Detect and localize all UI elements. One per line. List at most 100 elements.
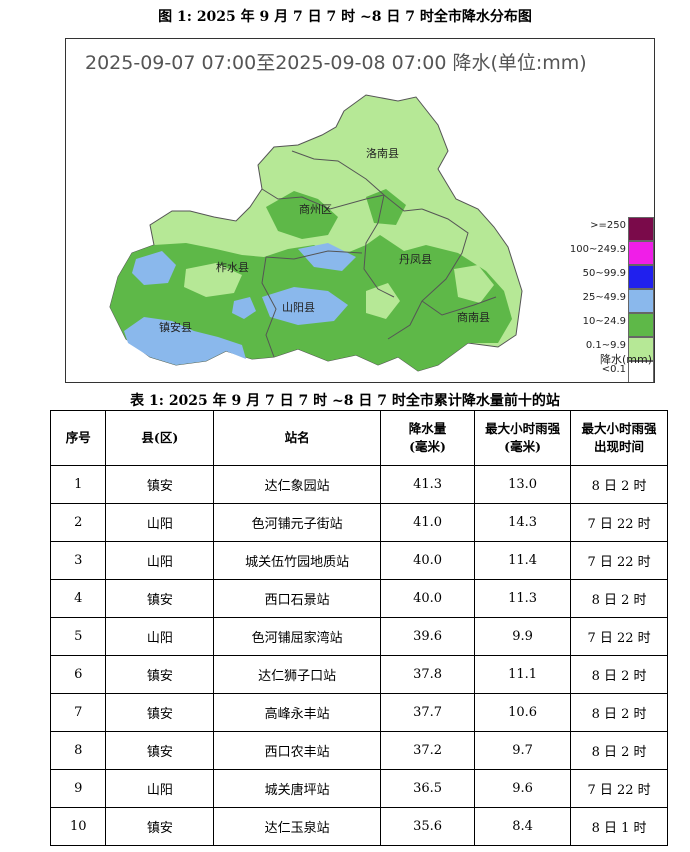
cell-precip: 35.6: [380, 807, 476, 846]
county-boundary: [261, 188, 423, 212]
cell-station: 西口石景站: [213, 579, 382, 618]
county-boundary: [387, 208, 469, 340]
cell-max-hourly: 13.0: [474, 465, 572, 504]
col-header-rank: 序号: [49, 410, 107, 466]
cell-precip: 37.8: [380, 655, 476, 694]
legend-swatch: [628, 265, 654, 289]
rain-zone-0-10: [184, 263, 242, 297]
rain-zone-0-10: [454, 265, 494, 303]
legend-item: 100~249.9: [564, 241, 654, 265]
county-boundary: [291, 150, 385, 196]
table-row: 1 镇安 达仁象园站 41.3 13.0 8 日 2 时: [49, 465, 668, 504]
precipitation-map: 2025-09-07 07:00至2025-09-08 07:00 降水(单位:…: [65, 38, 655, 383]
legend-label: <0.1: [601, 364, 626, 375]
cell-county: 山阳: [105, 769, 215, 808]
rain-zone-0-10: [366, 283, 400, 319]
legend-swatch: [628, 337, 654, 361]
county-label-shanyang: 山阳县: [282, 301, 315, 314]
table-row: 8 镇安 西口农丰站 37.2 9.7 8 日 2 时: [49, 731, 668, 770]
cell-station: 达仁狮子口站: [213, 655, 382, 694]
cell-station: 西口农丰站: [213, 731, 382, 770]
cell-max-hourly: 9.6: [474, 769, 572, 808]
figure-title: 图 1: 2025 年 9 月 7 日 7 时 ~8 日 7 时全市降水分布图: [158, 9, 532, 25]
rain-zone-25-50: [132, 251, 176, 285]
cell-max-hourly-time: 7 日 22 时: [570, 617, 668, 656]
map-legend: >=250 100~249.9 50~99.9 25~49.9 10~24.9 …: [564, 217, 654, 382]
cell-max-hourly: 14.3: [474, 503, 572, 542]
county-label-shangnan: 商南县: [457, 310, 490, 324]
cell-max-hourly: 11.4: [474, 541, 572, 580]
col-header-county: 县(区): [105, 410, 215, 466]
map-canvas: 洛南县 商州区 柞水县 丹凤县 镇安县 山阳县 商南县: [109, 94, 523, 372]
cell-rank: 7: [49, 693, 107, 732]
cell-max-hourly: 10.6: [474, 693, 572, 732]
cell-max-hourly-time: 8 日 1 时: [570, 807, 668, 846]
county-boundary: [363, 194, 395, 298]
legend-swatch: [628, 289, 654, 313]
cell-precip: 40.0: [380, 579, 476, 618]
cell-county: 镇安: [105, 579, 215, 618]
cell-precip: 36.5: [380, 769, 476, 808]
cell-precip: 37.2: [380, 731, 476, 770]
table-header-row: 序号 县(区) 站名 降水量 (毫米) 最大小时雨强 (毫米) 最大小时雨强 出…: [49, 410, 668, 466]
cell-precip: 41.0: [380, 503, 476, 542]
legend-unit: 降水(mm): [600, 353, 653, 366]
rain-zone-25-50: [298, 243, 356, 271]
cell-max-hourly-time: 7 日 22 时: [570, 769, 668, 808]
cell-precip: 40.0: [380, 541, 476, 580]
table-row: 2 山阳 色河铺元子街站 41.0 14.3 7 日 22 时: [49, 503, 668, 542]
cell-rank: 2: [49, 503, 107, 542]
legend-label: 25~49.9: [582, 292, 626, 303]
legend-label: 50~99.9: [582, 268, 626, 279]
cell-county: 镇安: [105, 465, 215, 504]
rain-zone-10-25: [266, 191, 338, 239]
cell-rank: 5: [49, 617, 107, 656]
cell-rank: 10: [49, 807, 107, 846]
cell-precip: 39.6: [380, 617, 476, 656]
cell-station: 城关伍竹园地质站: [213, 541, 382, 580]
cell-max-hourly: 11.1: [474, 655, 572, 694]
cell-rank: 8: [49, 731, 107, 770]
table-row: 10 镇安 达仁玉泉站 35.6 8.4 8 日 1 时: [49, 807, 668, 846]
cell-county: 镇安: [105, 731, 215, 770]
legend-swatch: [628, 241, 654, 265]
cell-precip: 41.3: [380, 465, 476, 504]
cell-max-hourly-time: 8 日 2 时: [570, 693, 668, 732]
county-boundary: [265, 250, 363, 260]
county-label-zhenan: 镇安县: [159, 320, 192, 334]
legend-item: 10~24.9: [564, 313, 654, 337]
table-row: 6 镇安 达仁狮子口站 37.8 11.1 8 日 2 时: [49, 655, 668, 694]
cell-county: 镇安: [105, 807, 215, 846]
cell-max-hourly-time: 7 日 22 时: [570, 541, 668, 580]
cell-county: 镇安: [105, 693, 215, 732]
table-row: 3 山阳 城关伍竹园地质站 40.0 11.4 7 日 22 时: [49, 541, 668, 580]
table-row: 7 镇安 高峰永丰站 37.7 10.6 8 日 2 时: [49, 693, 668, 732]
county-label-danfeng: 丹凤县: [399, 253, 432, 266]
county-label-zhashui: 柞水县: [216, 260, 249, 274]
legend-label: 0.1~9.9: [585, 340, 626, 351]
rainfall-rank-table: 序号 县(区) 站名 降水量 (毫米) 最大小时雨强 (毫米) 最大小时雨强 出…: [49, 410, 668, 846]
cell-county: 山阳: [105, 541, 215, 580]
map-heading: 2025-09-07 07:00至2025-09-08 07:00 降水(单位:…: [85, 52, 587, 74]
legend-label: 10~24.9: [582, 316, 626, 327]
cell-max-hourly: 11.3: [474, 579, 572, 618]
table-row: 9 山阳 城关唐坪站 36.5 9.6 7 日 22 时: [49, 769, 668, 808]
county-boundary: [261, 256, 277, 358]
legend-label: >=250: [590, 220, 626, 231]
cell-station: 色河铺屈家湾站: [213, 617, 382, 656]
legend-label: 100~249.9: [569, 244, 626, 255]
legend-item: <0.1: [564, 361, 654, 382]
legend-item: 0.1~9.9: [564, 337, 654, 361]
rain-zone-10-25: [366, 189, 406, 225]
cell-county: 镇安: [105, 655, 215, 694]
cell-rank: 1: [49, 465, 107, 504]
cell-max-hourly-time: 8 日 2 时: [570, 731, 668, 770]
col-header-max-hourly-time: 最大小时雨强 出现时间: [570, 410, 668, 466]
rain-zone-25-50: [262, 287, 348, 325]
cell-max-hourly-time: 8 日 2 时: [570, 579, 668, 618]
cell-rank: 4: [49, 579, 107, 618]
cell-precip: 37.7: [380, 693, 476, 732]
county-boundary: [421, 296, 497, 316]
cell-rank: 6: [49, 655, 107, 694]
legend-item: >=250: [564, 217, 654, 241]
